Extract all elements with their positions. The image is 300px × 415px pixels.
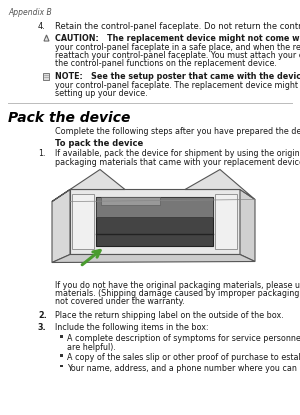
Text: setting up your device.: setting up your device. [55, 89, 148, 98]
Text: not covered under the warranty.: not covered under the warranty. [55, 298, 185, 307]
Text: Place the return shipping label on the outside of the box.: Place the return shipping label on the o… [55, 311, 284, 320]
Text: 4.: 4. [38, 22, 46, 31]
FancyBboxPatch shape [101, 198, 160, 205]
Polygon shape [185, 169, 255, 200]
Text: Retain the control-panel faceplate. Do not return the control-panel faceplate wi: Retain the control-panel faceplate. Do n… [55, 22, 300, 31]
FancyBboxPatch shape [60, 335, 62, 337]
Text: Pack the device: Pack the device [8, 112, 130, 125]
Text: packaging materials that came with your replacement device.: packaging materials that came with your … [55, 158, 300, 167]
Text: materials. (Shipping damage caused by improper packaging and/or improper transpo: materials. (Shipping damage caused by im… [55, 289, 300, 298]
Text: reattach your control-panel faceplate. You must attach your control-panel facepl: reattach your control-panel faceplate. Y… [55, 51, 300, 60]
Text: your control-panel faceplate. The replacement device might come with instruction: your control-panel faceplate. The replac… [55, 81, 300, 90]
Polygon shape [52, 169, 125, 202]
FancyBboxPatch shape [96, 198, 213, 217]
Text: If you do not have the original packaging materials, please use other adequate p: If you do not have the original packagin… [55, 281, 300, 290]
Text: the control-panel functions on the replacement device.: the control-panel functions on the repla… [55, 59, 277, 68]
Text: CAUTION:   The replacement device might not come with a control-panel faceplate.: CAUTION: The replacement device might no… [55, 34, 300, 43]
Text: NOTE:   See the setup poster that came with the device for instructions on how t: NOTE: See the setup poster that came wit… [55, 72, 300, 81]
Text: !: ! [46, 36, 47, 41]
FancyBboxPatch shape [96, 198, 213, 247]
Polygon shape [52, 190, 70, 263]
Text: your control-panel faceplate in a safe place, and when the replacement device ar: your control-panel faceplate in a safe p… [55, 42, 300, 51]
FancyBboxPatch shape [70, 190, 240, 254]
Text: To pack the device: To pack the device [55, 139, 143, 147]
Text: Complete the following steps after you have prepared the device for shipment.: Complete the following steps after you h… [55, 127, 300, 137]
Polygon shape [52, 254, 255, 263]
Text: A copy of the sales slip or other proof of purchase to establish the warranty co: A copy of the sales slip or other proof … [67, 353, 300, 362]
Polygon shape [240, 190, 255, 261]
Text: 1.: 1. [38, 149, 46, 159]
Text: 3.: 3. [38, 322, 46, 332]
Text: If available, pack the device for shipment by using the original packaging mater: If available, pack the device for shipme… [55, 149, 300, 159]
FancyBboxPatch shape [43, 73, 49, 80]
Text: A complete description of symptoms for service personnel (samples of print quali: A complete description of symptoms for s… [67, 334, 300, 343]
FancyBboxPatch shape [60, 364, 62, 367]
Text: Include the following items in the box:: Include the following items in the box: [55, 322, 208, 332]
Text: Appendix B: Appendix B [8, 8, 52, 17]
FancyBboxPatch shape [215, 195, 237, 249]
FancyBboxPatch shape [72, 195, 94, 249]
Text: are helpful).: are helpful). [67, 342, 116, 352]
Text: 2.: 2. [38, 311, 47, 320]
FancyBboxPatch shape [60, 354, 62, 356]
Text: Your name, address, and a phone number where you can be reached during the day.: Your name, address, and a phone number w… [67, 364, 300, 373]
